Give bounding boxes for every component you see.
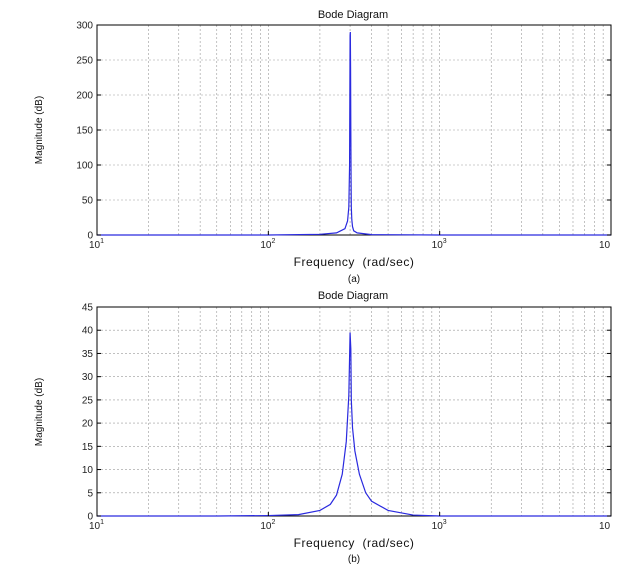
y-tick-label: 0 bbox=[87, 512, 93, 523]
y-tick-label: 15 bbox=[82, 442, 94, 453]
panel-a: Bode Diagram 0 50 100 150 200 250 300 101 102 10… bbox=[34, 9, 612, 285]
y-tick-label: 200 bbox=[76, 91, 93, 102]
x-tick-label: 103 bbox=[432, 519, 447, 532]
x-tick-label: 102 bbox=[260, 238, 275, 251]
panel-b-ylabel: Magnitude (dB) bbox=[34, 378, 45, 446]
magnitude-series-line bbox=[97, 31, 611, 236]
panel-b-caption: (b) bbox=[348, 554, 360, 565]
panel-a-ylabel: Magnitude (dB) bbox=[34, 96, 45, 164]
y-tick-label: 50 bbox=[82, 196, 94, 207]
panel-b-frame bbox=[96, 306, 612, 517]
y-tick-label: 40 bbox=[82, 326, 94, 337]
y-tick-label: 5 bbox=[87, 488, 93, 499]
y-tick-label: 250 bbox=[76, 56, 93, 67]
y-tick-label: 20 bbox=[82, 419, 94, 430]
y-tick-label: 0 bbox=[87, 231, 93, 242]
x-tick-label: 101 bbox=[89, 238, 104, 251]
panel-b-yticks: 0 5 10 15 20 25 30 35 40 45 bbox=[82, 303, 611, 523]
x-tick-label: 10 bbox=[599, 240, 611, 251]
y-tick-label: 25 bbox=[82, 395, 94, 406]
panel-b-grid bbox=[97, 307, 611, 516]
panel-b-title: Bode Diagram bbox=[318, 290, 388, 302]
y-tick-label: 35 bbox=[82, 349, 94, 360]
x-tick-label: 10 bbox=[599, 521, 611, 532]
panel-a-xlabel: Frequency (rad/sec) bbox=[294, 255, 415, 269]
y-tick-label: 300 bbox=[76, 21, 93, 32]
panel-b-xlabel: Frequency (rad/sec) bbox=[294, 536, 415, 550]
y-tick-label: 45 bbox=[82, 303, 94, 314]
panel-a-yticks: 0 50 100 150 200 250 300 bbox=[76, 21, 611, 242]
panel-a-caption: (a) bbox=[348, 274, 360, 285]
y-tick-label: 150 bbox=[76, 126, 93, 137]
panel-a-plot bbox=[97, 31, 611, 236]
panel-b-plot bbox=[97, 332, 611, 517]
y-tick-label: 30 bbox=[82, 372, 94, 383]
panel-b: Bode Diagram 0 5 10 15 20 25 30 35 40 45 101 102 10… bbox=[34, 290, 612, 565]
magnitude-series-line bbox=[97, 332, 611, 517]
x-tick-label: 101 bbox=[89, 519, 104, 532]
y-tick-label: 100 bbox=[76, 161, 93, 172]
panel-a-title: Bode Diagram bbox=[318, 9, 388, 21]
x-tick-label: 102 bbox=[260, 519, 275, 532]
panel-a-grid bbox=[97, 25, 611, 235]
x-tick-label: 103 bbox=[432, 238, 447, 251]
y-tick-label: 10 bbox=[82, 465, 94, 476]
